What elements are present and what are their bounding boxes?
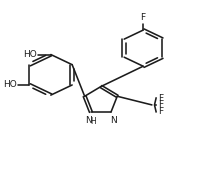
Text: F: F [158, 107, 163, 116]
Text: H: H [91, 116, 96, 126]
Text: F: F [158, 100, 163, 109]
Text: N: N [110, 116, 117, 125]
Text: F: F [158, 94, 163, 103]
Text: N: N [85, 116, 92, 125]
Text: F: F [140, 13, 146, 22]
Text: HO: HO [24, 50, 37, 59]
Text: HO: HO [4, 80, 17, 89]
